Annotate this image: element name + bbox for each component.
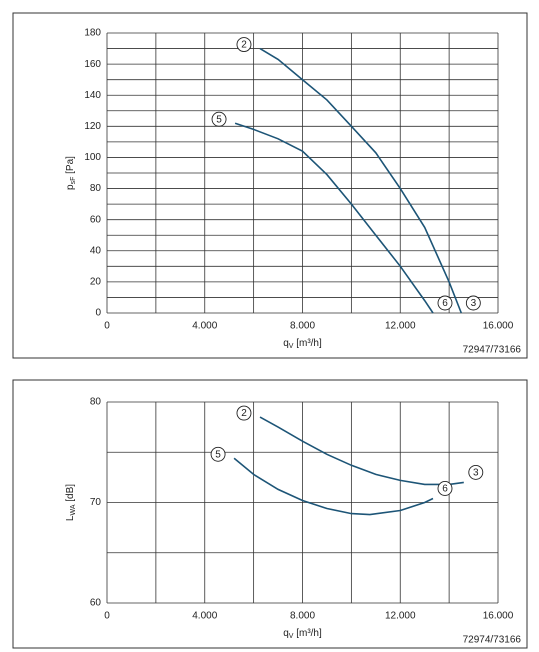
y-axis-label: LWA [dB] xyxy=(65,484,77,521)
x-axis-label: qV [m³/h] xyxy=(283,338,322,350)
label-sub: V xyxy=(289,343,294,350)
y-tick-label: 160 xyxy=(84,59,101,70)
y-tick-label: 100 xyxy=(84,152,101,163)
fan-curve xyxy=(259,416,464,486)
curve-marker xyxy=(465,295,481,311)
x-tick-label: 4.000 xyxy=(192,611,217,622)
label-sub: V xyxy=(289,633,294,640)
x-tick-label: 16.000 xyxy=(483,611,514,622)
curve-marker xyxy=(236,37,252,53)
x-tick-label: 4.000 xyxy=(192,321,217,332)
y-tick-label: 20 xyxy=(90,277,102,288)
label-sub: WA xyxy=(70,504,77,515)
curve-label: 3 xyxy=(473,468,479,479)
y-tick-label: 120 xyxy=(84,121,101,132)
y-tick-label: 70 xyxy=(90,497,102,508)
curve-label: 6 xyxy=(442,298,448,309)
figure-code: 72947/73166 xyxy=(463,345,522,356)
curve-label: 5 xyxy=(215,449,221,460)
curve-marker xyxy=(437,295,453,311)
x-tick-label: 12.000 xyxy=(385,321,416,332)
curve-marker xyxy=(236,405,252,421)
label-unit: [m³/h] xyxy=(293,628,322,639)
curve-label: 2 xyxy=(241,40,247,51)
x-tick-label: 16.000 xyxy=(483,321,514,332)
curve-marker xyxy=(468,464,484,480)
curve-label: 2 xyxy=(241,408,247,419)
y-tick-label: 0 xyxy=(95,308,101,319)
fan-curve xyxy=(233,457,434,516)
label-sub: sF xyxy=(70,177,77,185)
curve-marker xyxy=(211,111,227,127)
x-tick-label: 12.000 xyxy=(385,611,416,622)
fan-curve xyxy=(234,122,434,314)
y-tick-label: 60 xyxy=(90,598,102,609)
label-unit: [dB] xyxy=(65,484,76,505)
curve-marker xyxy=(437,481,453,496)
curve-label: 6 xyxy=(442,484,448,495)
label-main: q xyxy=(283,628,289,639)
y-axis-label: psF [Pa] xyxy=(65,156,77,190)
y-tick-label: 140 xyxy=(84,90,101,101)
y-tick-label: 180 xyxy=(84,28,101,39)
x-tick-label: 0 xyxy=(104,321,110,332)
panel-frame xyxy=(12,12,528,359)
y-tick-label: 80 xyxy=(90,183,102,194)
label-main: p xyxy=(65,184,76,190)
label-unit: [Pa] xyxy=(65,156,76,177)
x-tick-label: 8.000 xyxy=(290,321,315,332)
fan-curve xyxy=(259,47,463,314)
label-main: L xyxy=(65,515,76,521)
curve-marker xyxy=(210,446,226,462)
y-tick-label: 60 xyxy=(90,214,102,225)
y-tick-label: 80 xyxy=(90,397,102,408)
y-tick-label: 40 xyxy=(90,245,102,256)
figure-code: 72974/73166 xyxy=(463,635,522,646)
panel-frame xyxy=(12,379,528,649)
label-main: q xyxy=(283,338,289,349)
label-unit: [m³/h] xyxy=(293,338,322,349)
curve-label: 5 xyxy=(216,114,222,125)
x-tick-label: 8.000 xyxy=(290,611,315,622)
curve-label: 3 xyxy=(471,298,477,309)
x-tick-label: 0 xyxy=(104,611,110,622)
x-axis-label: qV [m³/h] xyxy=(283,628,322,640)
